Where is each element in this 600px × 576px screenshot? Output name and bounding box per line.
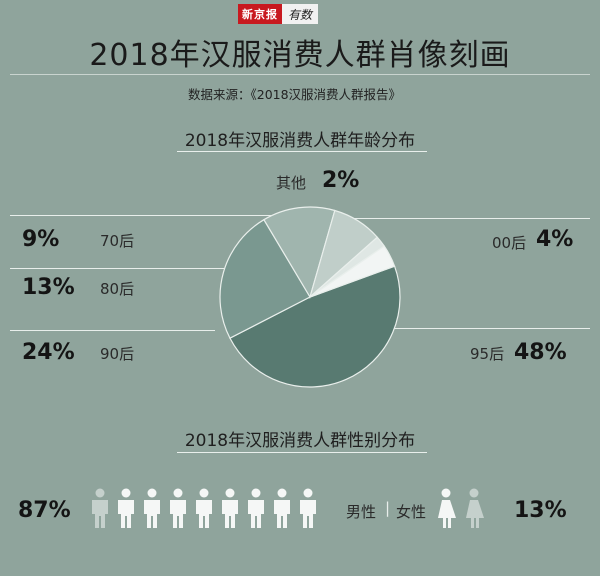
age-chart-title: 2018年汉服消费人群年龄分布 <box>184 131 416 151</box>
pie-slice-1 <box>219 218 311 339</box>
label-00: 00后 <box>492 234 527 252</box>
age-pie-chart <box>219 206 401 388</box>
male-icon <box>92 488 108 528</box>
pct-female: 13% <box>514 498 567 523</box>
male-icon <box>196 488 212 528</box>
leader-95 <box>390 328 590 329</box>
male-icon <box>222 488 238 528</box>
male-icon <box>170 488 186 528</box>
pct-70: 9% <box>22 227 60 252</box>
gender-chart-title: 2018年汉服消费人群性别分布 <box>184 431 416 451</box>
male-icon <box>274 488 290 528</box>
label-70: 70后 <box>100 232 135 250</box>
label-90: 90后 <box>100 345 135 363</box>
male-icon <box>118 488 134 528</box>
title-divider <box>10 74 590 75</box>
logo: 新京报 有数 <box>238 4 356 24</box>
pct-male: 87% <box>18 498 71 523</box>
label-80: 80后 <box>100 280 135 298</box>
gender-title-underline <box>177 452 427 453</box>
leader-00 <box>350 218 590 219</box>
pct-90: 24% <box>22 340 75 365</box>
label-other: 其他 <box>276 174 307 192</box>
data-source: 数据来源：《2018汉服消费人群报告》 <box>188 87 402 102</box>
logo-data: 有数 <box>282 4 319 24</box>
leader-80 <box>10 268 225 269</box>
female-icon <box>438 488 456 528</box>
pct-95: 48% <box>514 340 567 365</box>
male-icon <box>248 488 264 528</box>
pie-slice-0 <box>229 265 401 388</box>
leader-90 <box>10 330 215 331</box>
pct-other: 2% <box>322 168 360 193</box>
gender-icons <box>92 488 484 528</box>
label-male: 男性 <box>346 503 377 521</box>
pie-slice-5 <box>309 245 396 298</box>
label-95: 95后 <box>470 345 505 363</box>
label-female: 女性 <box>396 503 427 521</box>
pct-80: 13% <box>22 275 75 300</box>
female-icon <box>466 488 484 528</box>
pie-slice-2 <box>263 206 336 299</box>
leader-70 <box>10 215 325 216</box>
pct-00: 4% <box>536 227 574 252</box>
page-title: 2018年汉服消费人群肖像刻画 <box>89 38 511 73</box>
male-icon <box>300 488 316 528</box>
age-title-underline <box>177 151 427 152</box>
gender-separator: | <box>385 499 391 517</box>
male-icon <box>144 488 160 528</box>
logo-newspaper: 新京报 <box>238 4 282 24</box>
